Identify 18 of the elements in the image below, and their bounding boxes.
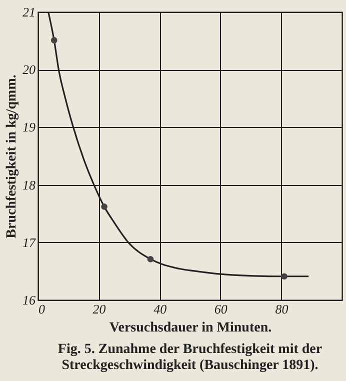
y-tick-label: 16 bbox=[22, 292, 36, 308]
y-tick-label: 19 bbox=[22, 120, 36, 135]
x-tick-label: 0 bbox=[38, 302, 46, 316]
x-tick-label: 20 bbox=[92, 302, 106, 316]
point bbox=[147, 256, 154, 262]
y-axis-title: Bruchfestigkeit in kg/qmm. bbox=[4, 74, 20, 238]
x-tick-label: 60 bbox=[214, 302, 228, 316]
x-tick-label: 80 bbox=[275, 302, 289, 316]
y-tick-label: 18 bbox=[22, 177, 36, 192]
y-tick-label: 17 bbox=[22, 234, 36, 250]
point bbox=[101, 204, 108, 210]
y-tick-label: 20 bbox=[22, 62, 36, 78]
point bbox=[50, 37, 58, 44]
x-tick-label: 40 bbox=[154, 302, 168, 316]
point bbox=[281, 273, 288, 280]
x-axis-title: Versuchsdauer in Minuten. bbox=[109, 320, 272, 336]
y-tick-label: 21 bbox=[22, 4, 36, 20]
text: Fig. 5. Zunahme der Bruchfestigkeit mit der Streckgeschwindigkeit (Bauschinger 1891). bbox=[58, 342, 322, 373]
